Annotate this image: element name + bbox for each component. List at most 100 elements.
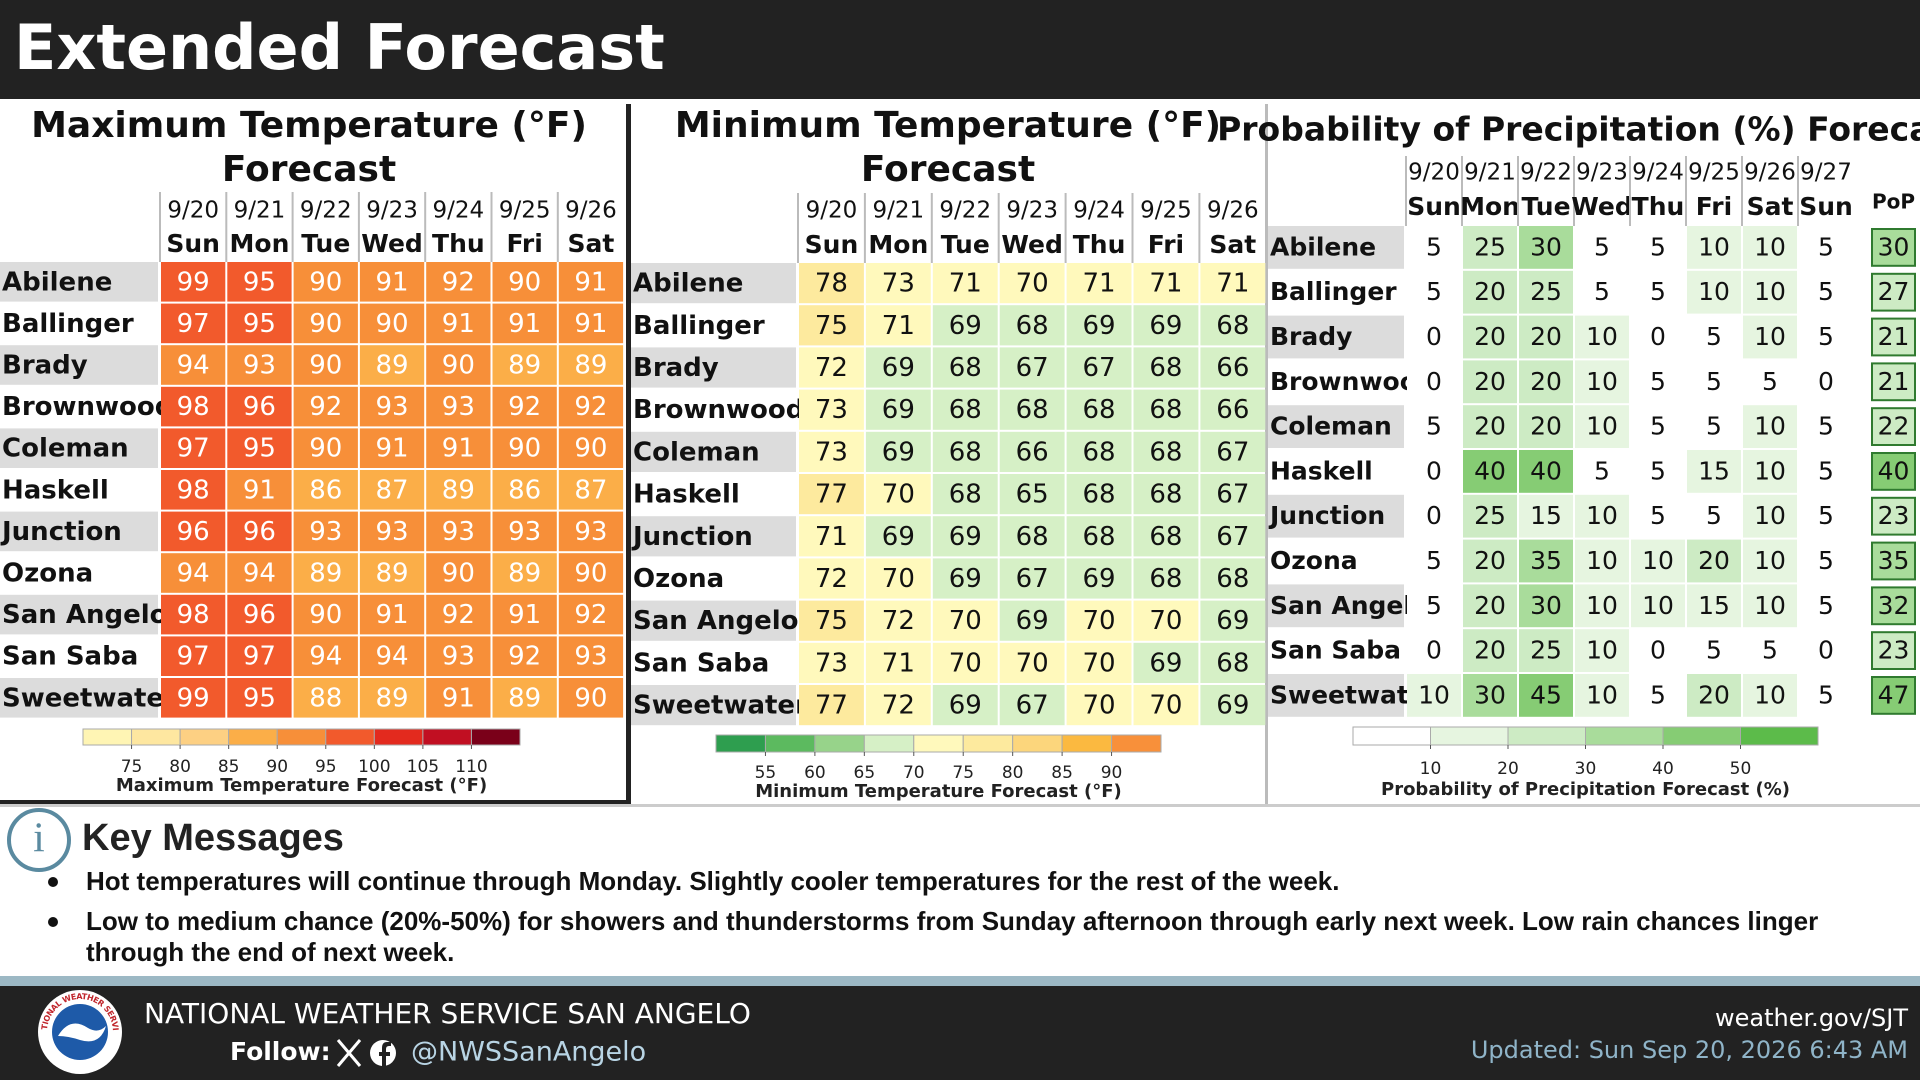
forecast-cell bbox=[1463, 539, 1517, 583]
forecast-cell bbox=[1407, 584, 1461, 628]
legend-tick-label: 65 bbox=[854, 763, 876, 783]
forecast-cell bbox=[1631, 539, 1685, 583]
cell-value: 97 bbox=[243, 642, 276, 672]
cell-value: 10 bbox=[1586, 591, 1618, 620]
city-cell bbox=[1268, 629, 1404, 672]
pop-cell bbox=[1871, 586, 1916, 626]
day-label: Wed bbox=[361, 229, 423, 258]
cell-value: 99 bbox=[177, 267, 210, 297]
cell-value: 95 bbox=[243, 309, 276, 339]
forecast-cell bbox=[1743, 494, 1797, 538]
facebook-glyph bbox=[379, 1042, 391, 1066]
cell-value: 70 bbox=[1149, 606, 1182, 636]
forecast-cell bbox=[932, 516, 998, 557]
cell-value: 0 bbox=[1818, 636, 1834, 665]
cell-value: 20 bbox=[1530, 367, 1562, 396]
cell-value: 10 bbox=[1586, 546, 1618, 575]
cell-value: 71 bbox=[882, 311, 915, 341]
cell-value: 68 bbox=[1216, 311, 1249, 341]
cell-value: 70 bbox=[1083, 691, 1116, 721]
forecast-cell bbox=[799, 685, 864, 726]
forecast-cell bbox=[1631, 629, 1685, 672]
forecast-cell bbox=[1743, 315, 1797, 359]
city-cell bbox=[1268, 674, 1404, 717]
legend-swatch bbox=[422, 728, 472, 746]
cell-value: 10 bbox=[1586, 680, 1618, 709]
forecast-cell bbox=[1687, 674, 1741, 717]
city-cell bbox=[1268, 360, 1404, 404]
forecast-cell bbox=[1200, 516, 1266, 557]
cell-value: 20 bbox=[1474, 322, 1506, 351]
pop-cell bbox=[1871, 317, 1916, 357]
forecast-cell bbox=[359, 303, 425, 344]
forecast-cell bbox=[932, 600, 998, 641]
forecast-cell bbox=[492, 470, 557, 510]
cell-value: 98 bbox=[177, 600, 210, 630]
forecast-cell bbox=[1463, 270, 1517, 314]
info-icon bbox=[7, 808, 71, 872]
forecast-cell bbox=[426, 345, 491, 385]
pop-value: 35 bbox=[1878, 546, 1910, 575]
forecast-cell bbox=[492, 303, 557, 344]
date-label: 9/24 bbox=[1632, 160, 1684, 186]
forecast-cell bbox=[1066, 305, 1132, 346]
forecast-cell bbox=[1687, 270, 1741, 314]
pop-cell bbox=[1871, 228, 1916, 267]
forecast-cell bbox=[865, 642, 931, 683]
cell-value: 70 bbox=[1083, 606, 1116, 636]
forecast-cell bbox=[359, 470, 425, 510]
forecast-cell bbox=[1463, 494, 1517, 538]
cell-value: 69 bbox=[882, 395, 915, 425]
forecast-cell bbox=[1066, 347, 1132, 388]
cell-value: 68 bbox=[1083, 480, 1116, 510]
forecast-cell bbox=[161, 553, 226, 593]
forecast-cell bbox=[558, 636, 624, 676]
cell-value: 10 bbox=[1418, 680, 1450, 709]
forecast-cell bbox=[558, 303, 624, 344]
cell-value: 45 bbox=[1530, 680, 1562, 709]
cell-value: 10 bbox=[1754, 322, 1786, 351]
forecast-cell bbox=[293, 345, 358, 385]
forecast-cell bbox=[426, 636, 491, 676]
forecast-cell bbox=[999, 516, 1065, 557]
day-label: Fri bbox=[1696, 192, 1732, 221]
city-name: San Angelo bbox=[2, 600, 167, 630]
forecast-cell bbox=[1799, 315, 1853, 359]
legend-swatch bbox=[276, 728, 327, 746]
cell-value: 98 bbox=[177, 392, 210, 422]
legend-tick-label: 20 bbox=[1497, 759, 1519, 779]
forecast-cell bbox=[1743, 450, 1797, 493]
day-label: Mon bbox=[868, 230, 928, 259]
cell-value: 91 bbox=[376, 600, 409, 630]
cell-value: 5 bbox=[1650, 680, 1666, 709]
forecast-cell bbox=[1133, 431, 1199, 472]
forecast-cell bbox=[492, 345, 557, 385]
cell-value: 89 bbox=[574, 351, 607, 381]
forecast-cell bbox=[1133, 263, 1199, 304]
forecast-cell bbox=[227, 636, 292, 676]
forecast-cell bbox=[293, 594, 358, 635]
info-icon-glyph: i bbox=[33, 816, 45, 862]
cell-value: 25 bbox=[1530, 277, 1562, 306]
date-label: 9/25 bbox=[1688, 160, 1740, 186]
date-label: 9/23 bbox=[1006, 198, 1058, 224]
day-label: Sun bbox=[1407, 192, 1461, 221]
cell-value: 72 bbox=[815, 564, 848, 594]
city-cell bbox=[1268, 450, 1404, 493]
forecast-cell bbox=[1687, 494, 1741, 538]
cell-value: 15 bbox=[1698, 591, 1730, 620]
forecast-cell bbox=[558, 262, 624, 302]
cell-value: 5 bbox=[1818, 322, 1834, 351]
forecast-cell bbox=[1799, 226, 1853, 269]
forecast-cell bbox=[865, 431, 931, 472]
cell-value: 91 bbox=[442, 683, 475, 713]
forecast-cell bbox=[1200, 558, 1266, 599]
forecast-cell bbox=[1743, 405, 1797, 448]
cell-value: 10 bbox=[1586, 367, 1618, 396]
date-label: 9/20 bbox=[167, 198, 219, 224]
city-cell bbox=[631, 558, 796, 599]
forecast-cell bbox=[1200, 474, 1266, 515]
forecast-cell bbox=[1133, 474, 1199, 515]
pop-cell bbox=[1871, 407, 1916, 447]
pop-cell bbox=[1871, 496, 1916, 536]
